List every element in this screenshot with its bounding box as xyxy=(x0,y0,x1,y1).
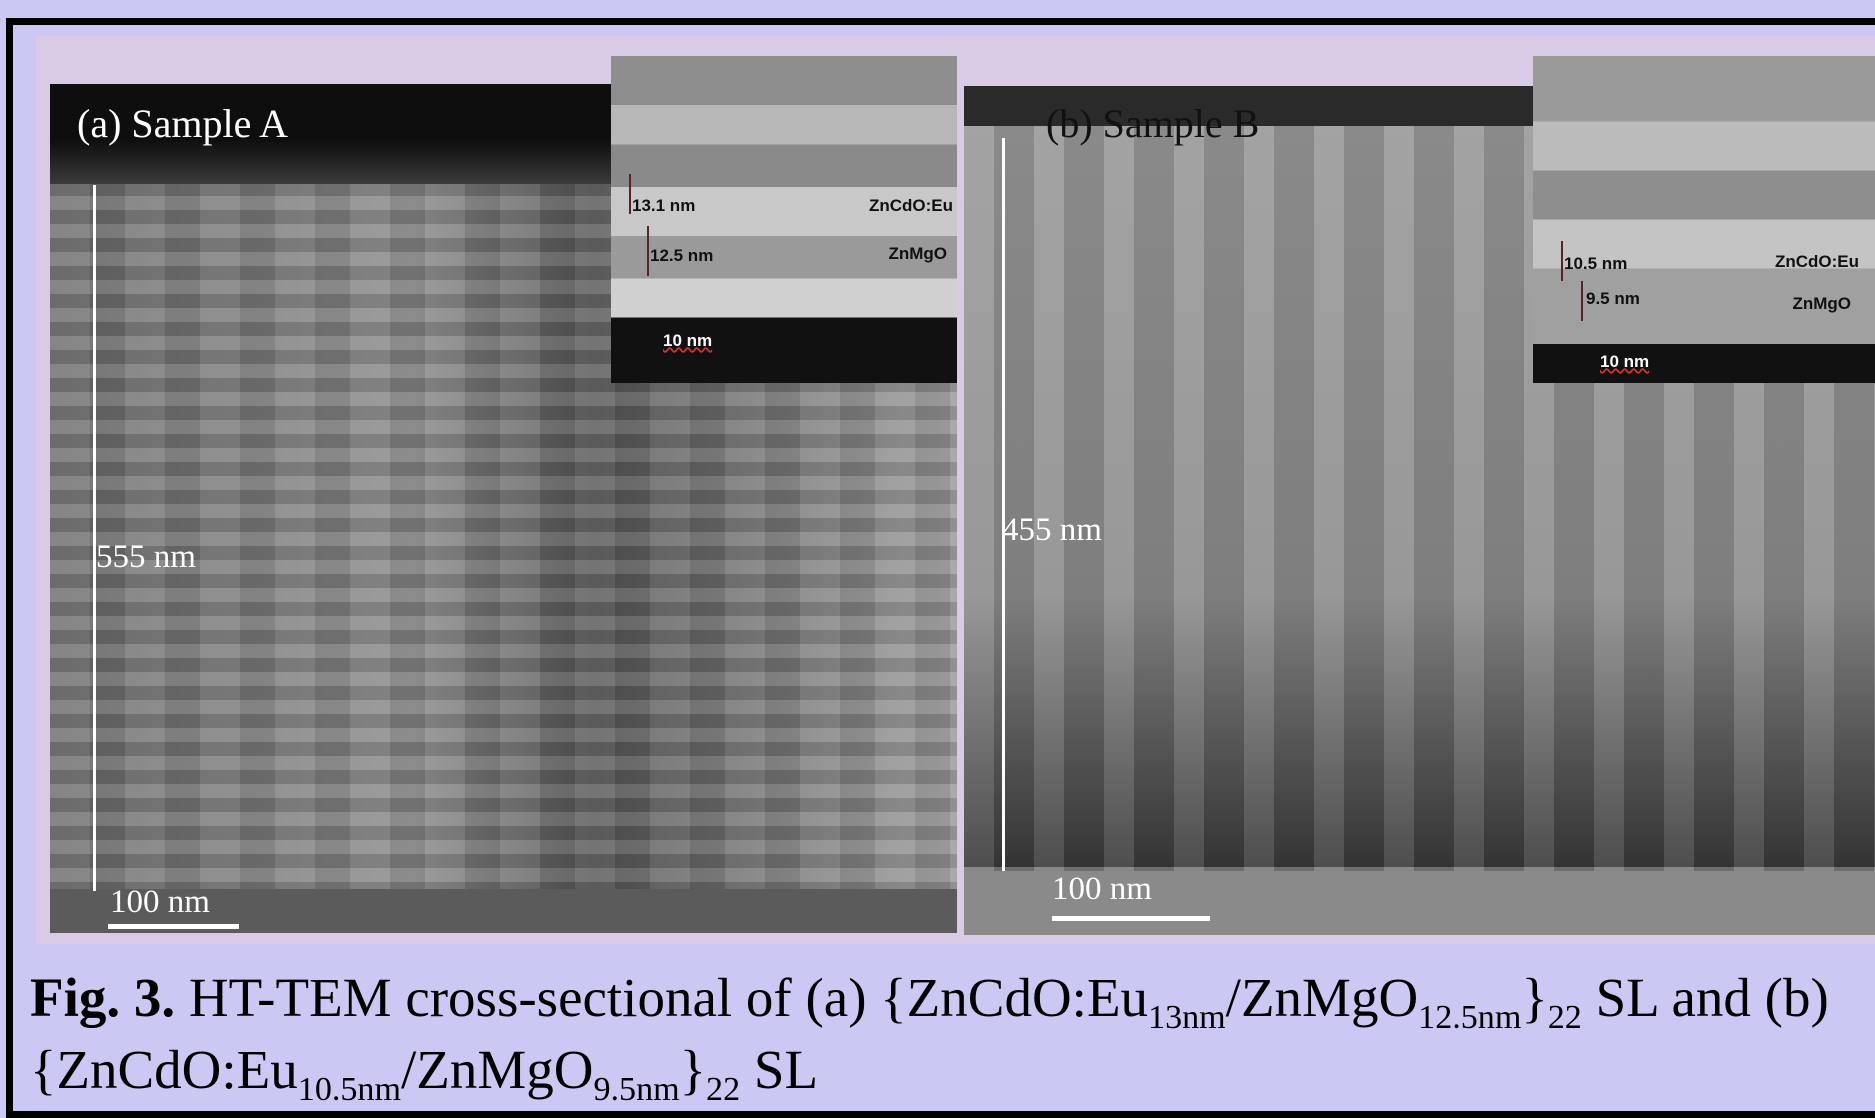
thickness-line xyxy=(93,185,96,891)
caption-text: } xyxy=(1521,967,1547,1028)
panel-label: (b) Sample B xyxy=(1046,100,1259,147)
material-label: ZnMgO xyxy=(888,244,947,264)
layer-mark xyxy=(1561,241,1563,281)
page: (a) Sample A 555 nm 100 nm 13.1 nm 12.5 … xyxy=(0,0,1875,1100)
thickness-line xyxy=(1002,138,1005,871)
inset-scale-label: 10 nm xyxy=(663,331,712,351)
caption-subscript: 10.5nm xyxy=(298,1071,401,1108)
scale-bar-label: 100 nm xyxy=(110,884,210,921)
material-label: ZnMgO xyxy=(1792,294,1851,314)
caption-label: Fig. 3. xyxy=(30,967,175,1028)
material-label: ZnCdO:Eu xyxy=(869,196,953,216)
inset-scale-label: 10 nm xyxy=(1600,352,1649,372)
layer-thickness: 12.5 nm xyxy=(650,246,713,266)
layer-mark xyxy=(647,226,649,276)
layer-mark xyxy=(629,174,631,214)
panel-label: (a) Sample A xyxy=(77,100,288,147)
caption-text: /ZnMgO xyxy=(401,1039,594,1100)
caption-text: /ZnMgO xyxy=(1226,967,1419,1028)
scale-bar xyxy=(108,924,239,929)
caption-subscript: 22 xyxy=(706,1071,740,1108)
material-label: ZnCdO:Eu xyxy=(1775,252,1859,272)
inset-b: 10.5 nm 9.5 nm ZnCdO:Eu ZnMgO 10 nm xyxy=(1533,56,1875,383)
caption-subscript: 13nm xyxy=(1148,999,1226,1036)
inset-a: 13.1 nm 12.5 nm ZnCdO:Eu ZnMgO 10 nm xyxy=(611,56,957,383)
caption: Fig. 3. HT-TEM cross-sectional of (a) {Z… xyxy=(30,962,1870,1106)
caption-subscript: 12.5nm xyxy=(1418,999,1521,1036)
caption-subscript: 9.5nm xyxy=(593,1071,679,1108)
scale-bar xyxy=(1052,916,1210,921)
thickness-label: 555 nm xyxy=(96,539,196,576)
thickness-label: 455 nm xyxy=(1002,512,1102,549)
caption-text: } xyxy=(680,1039,706,1100)
scale-bar-label: 100 nm xyxy=(1052,871,1152,908)
layer-mark xyxy=(1581,281,1583,321)
caption-text: HT-TEM cross-sectional of (a) {ZnCdO:Eu xyxy=(175,967,1148,1028)
layer-thickness: 13.1 nm xyxy=(632,196,695,216)
caption-text: SL xyxy=(740,1039,818,1100)
layer-thickness: 9.5 nm xyxy=(1586,289,1640,309)
layer-thickness: 10.5 nm xyxy=(1564,254,1627,274)
caption-subscript: 22 xyxy=(1548,999,1582,1036)
